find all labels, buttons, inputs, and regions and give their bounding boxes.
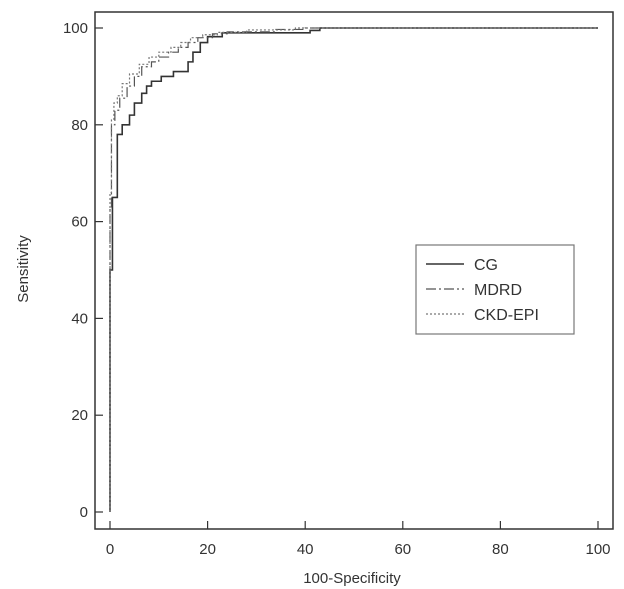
- y-tick-label: 20: [71, 407, 88, 424]
- x-tick-label: 80: [492, 541, 509, 558]
- y-axis-label: Sensitivity: [15, 235, 32, 303]
- x-tick-label: 20: [199, 541, 216, 558]
- x-tick-label: 60: [394, 541, 411, 558]
- legend-label-ckd-epi: CKD-EPI: [474, 307, 539, 324]
- legend-label-cg: CG: [474, 257, 498, 274]
- x-tick-label: 100: [585, 541, 610, 558]
- series-line-cg: [109, 27, 598, 512]
- x-axis-ticks: 0 20 40 60 80 100: [106, 521, 611, 558]
- plot-border: [94, 11, 614, 530]
- legend-box: [415, 244, 575, 335]
- series-layer: [109, 27, 598, 512]
- y-tick-label: 40: [71, 310, 88, 327]
- y-tick-label: 80: [71, 117, 88, 134]
- x-tick-label: 40: [297, 541, 314, 558]
- y-tick-label: 0: [80, 504, 88, 521]
- y-tick-label: 100: [63, 20, 88, 37]
- legend: CG MDRD CKD-EPI: [415, 244, 575, 335]
- x-tick-label: 0: [106, 541, 114, 558]
- series-line-mdrd: [109, 27, 598, 512]
- plot-area: [94, 11, 614, 530]
- y-tick-label: 60: [71, 214, 88, 231]
- y-axis-ticks: 0 20 40 60 80 100: [63, 20, 103, 521]
- legend-label-mdrd: MDRD: [474, 282, 522, 299]
- x-axis-label: 100-Specificity: [303, 570, 401, 587]
